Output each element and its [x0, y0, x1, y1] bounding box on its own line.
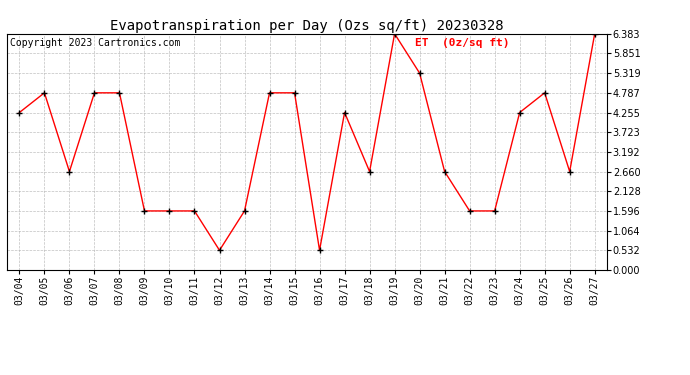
Text: ET  (0z/sq ft): ET (0z/sq ft)	[415, 39, 510, 48]
Text: Copyright 2023 Cartronics.com: Copyright 2023 Cartronics.com	[10, 39, 180, 48]
Title: Evapotranspiration per Day (Ozs sq/ft) 20230328: Evapotranspiration per Day (Ozs sq/ft) 2…	[110, 19, 504, 33]
